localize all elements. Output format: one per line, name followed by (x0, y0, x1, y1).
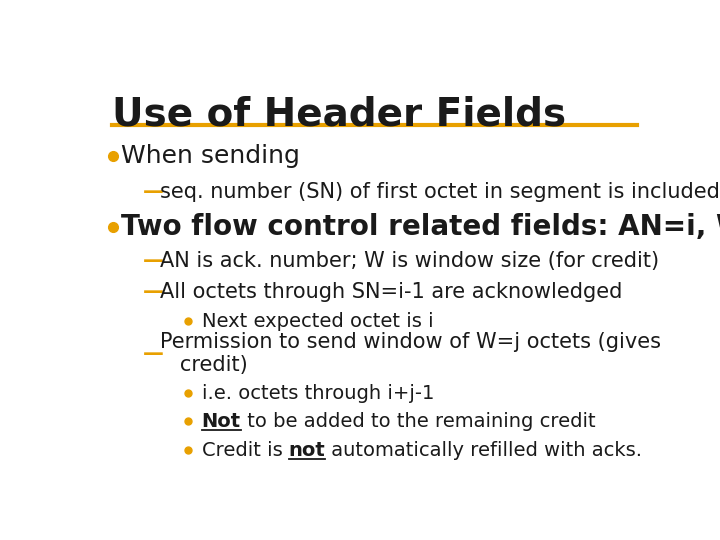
Text: i.e. octets through i+j-1: i.e. octets through i+j-1 (202, 384, 434, 403)
Text: —: — (143, 344, 164, 364)
Text: Credit is: Credit is (202, 441, 289, 460)
Text: automatically refilled with acks.: automatically refilled with acks. (325, 441, 642, 460)
Text: Not: Not (202, 411, 240, 430)
Text: Permission to send window of W=j octets (gives
   credit): Permission to send window of W=j octets … (160, 332, 661, 375)
Text: —: — (143, 181, 164, 201)
Text: —: — (143, 282, 164, 302)
Text: All octets through SN=i-1 are acknowledged: All octets through SN=i-1 are acknowledg… (160, 282, 622, 302)
Text: seq. number (SN) of first octet in segment is included: seq. number (SN) of first octet in segme… (160, 181, 719, 201)
Text: Two flow control related fields: AN=i, W=j: Two flow control related fields: AN=i, W… (121, 213, 720, 241)
Text: AN is ack. number; W is window size (for credit): AN is ack. number; W is window size (for… (160, 252, 659, 272)
Text: When sending: When sending (121, 144, 300, 168)
Text: Use of Header Fields: Use of Header Fields (112, 96, 567, 134)
Text: not: not (289, 441, 325, 460)
Text: —: — (143, 252, 164, 272)
Text: to be added to the remaining credit: to be added to the remaining credit (240, 411, 595, 430)
Text: Next expected octet is i: Next expected octet is i (202, 312, 433, 331)
